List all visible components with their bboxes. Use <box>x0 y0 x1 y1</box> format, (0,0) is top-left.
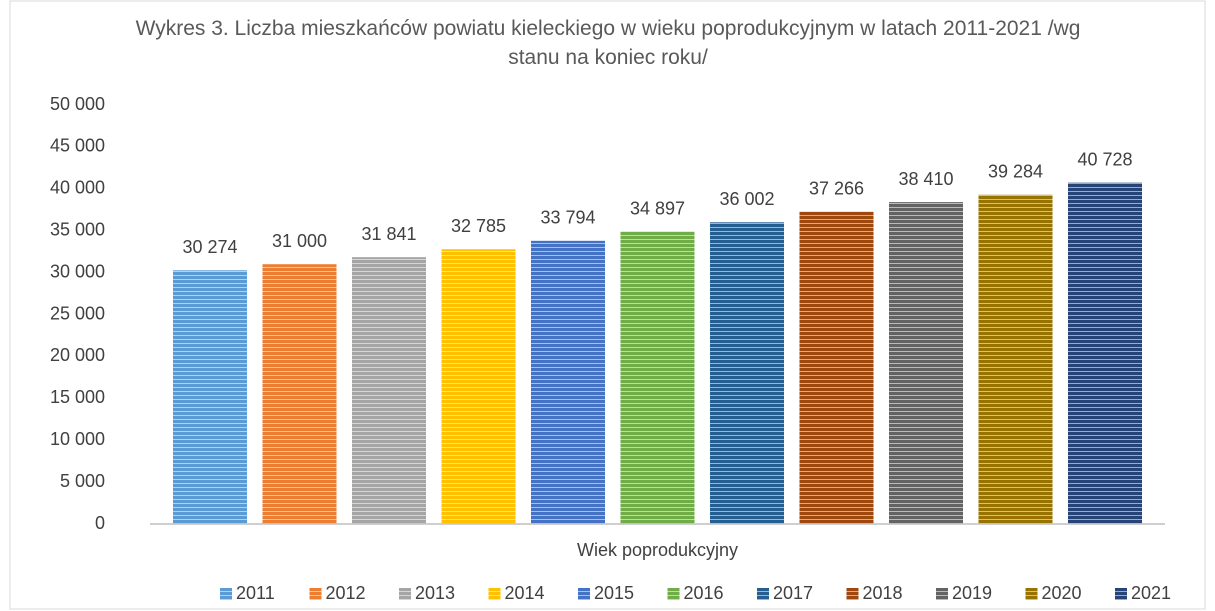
legend-swatch <box>220 588 232 600</box>
chart-border <box>9 0 1206 610</box>
bar <box>978 194 1053 524</box>
bar <box>262 264 337 524</box>
data-label: 33 794 <box>540 208 595 228</box>
legend-label: 2020 <box>1042 583 1082 603</box>
data-label: 31 841 <box>361 224 416 244</box>
y-tick-label: 5 000 <box>60 471 105 491</box>
legend-label: 2015 <box>594 583 634 603</box>
legend-swatch <box>1115 588 1127 600</box>
legend-label: 2018 <box>863 583 903 603</box>
y-tick-label: 25 000 <box>50 303 105 323</box>
data-label: 37 266 <box>809 178 864 198</box>
bar <box>441 249 516 524</box>
legend-label: 2017 <box>773 583 813 603</box>
bar <box>1068 182 1142 525</box>
data-label: 36 002 <box>719 189 774 209</box>
bar <box>620 231 695 524</box>
legend-label: 2016 <box>684 583 724 603</box>
bar <box>710 222 784 525</box>
data-label: 30 274 <box>182 237 237 257</box>
legend-swatch <box>667 588 680 600</box>
y-tick-label: 0 <box>95 513 105 533</box>
legend-swatch <box>578 588 590 600</box>
y-tick-label: 15 000 <box>50 387 105 407</box>
bar <box>352 257 426 524</box>
y-tick-label: 50 000 <box>50 94 105 114</box>
data-label: 32 785 <box>451 216 506 236</box>
data-label: 34 897 <box>630 198 685 218</box>
bar <box>889 202 963 524</box>
bar <box>531 240 605 524</box>
data-label: 31 000 <box>272 231 327 251</box>
legend-label: 2012 <box>326 583 366 603</box>
y-tick-label: 35 000 <box>50 219 105 239</box>
legend-label: 2019 <box>952 583 992 603</box>
y-tick-label: 20 000 <box>50 345 105 365</box>
legend-label: 2021 <box>1131 583 1171 603</box>
data-label: 39 284 <box>988 162 1043 182</box>
data-label: 40 728 <box>1077 149 1132 169</box>
legend-swatch <box>1025 588 1038 600</box>
y-tick-label: 30 000 <box>50 261 105 281</box>
legend-swatch <box>309 588 322 600</box>
y-tick-label: 45 000 <box>50 136 105 156</box>
legend-swatch <box>757 588 769 600</box>
y-tick-label: 40 000 <box>50 178 105 198</box>
bar <box>173 270 247 524</box>
legend-label: 2014 <box>505 583 545 603</box>
bar <box>799 211 874 524</box>
y-tick-label: 10 000 <box>50 429 105 449</box>
legend-swatch <box>488 588 501 600</box>
legend-label: 2011 <box>236 583 275 603</box>
legend-swatch <box>936 588 948 600</box>
legend-swatch <box>399 588 411 600</box>
x-tick-label: Wiek poprodukcyjny <box>577 540 738 560</box>
chart-title: Wykres 3. Liczba mieszkańców powiatu kie… <box>135 17 1081 69</box>
legend-label: 2013 <box>415 583 455 603</box>
legend-swatch <box>846 588 859 600</box>
data-label: 38 410 <box>898 169 953 189</box>
